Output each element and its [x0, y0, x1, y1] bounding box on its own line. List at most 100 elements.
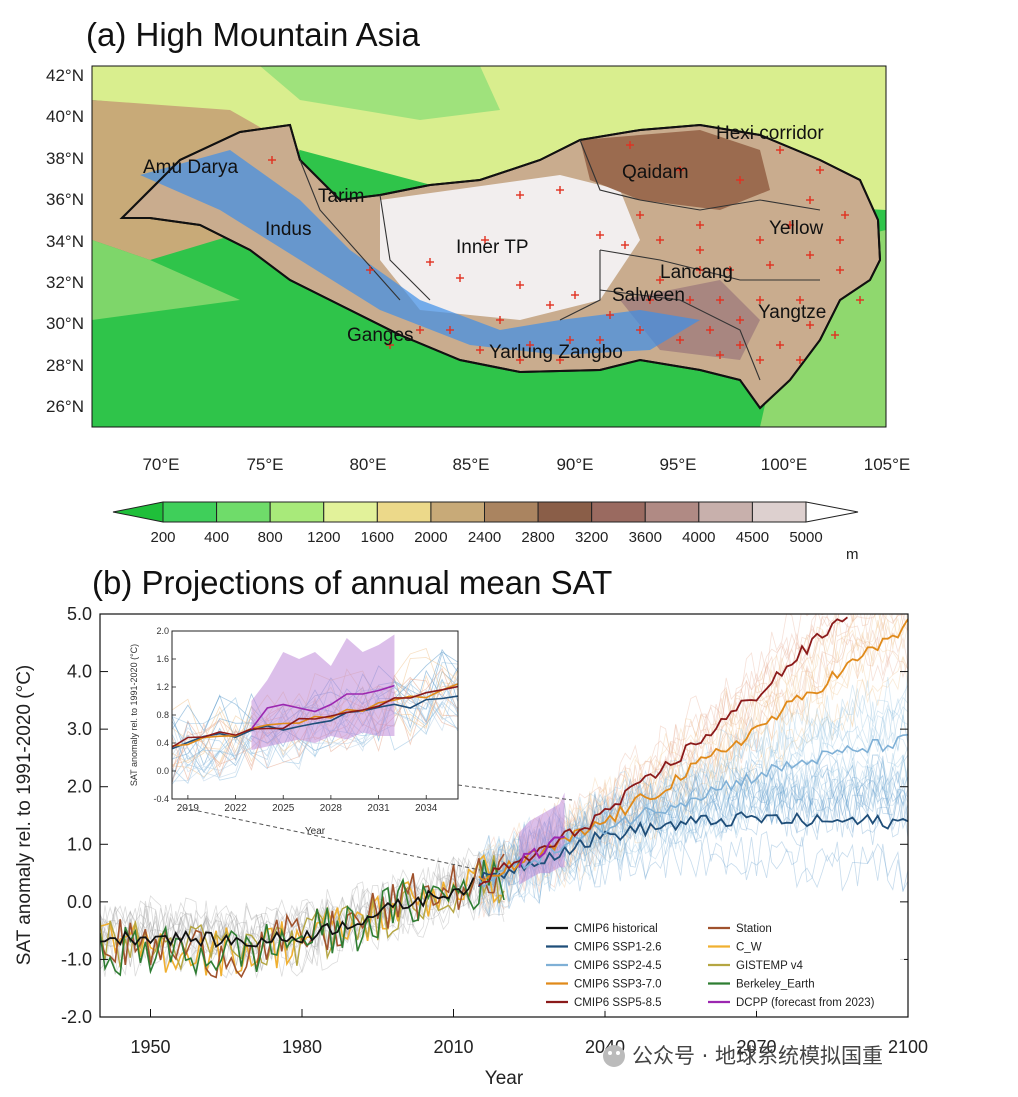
- inset-chart: -0.4 0.0 0.4 0.8 1.2 1.6 2.0 2019 2022 2025 2028 20…: [129, 626, 459, 837]
- inset-axes: -0.4 0.0 0.4 0.8 1.2 1.6 2.0 2019 2022 2025 2028 20…: [153, 626, 437, 814]
- ensemble-member: [100, 859, 505, 963]
- lon-tick: 75°E: [246, 455, 283, 474]
- zoom-line-right: [457, 784, 573, 801]
- colorbar-segment: [591, 501, 646, 523]
- lat-tick: 28°N: [46, 356, 84, 375]
- colorbar-label: 200: [150, 529, 175, 546]
- inset-x-tick: 2022: [224, 803, 247, 814]
- inset-x-tick: 2028: [320, 803, 343, 814]
- region-inner-tp: Inner TP: [456, 237, 529, 258]
- legend-label: DCPP (forecast from 2023): [736, 997, 875, 1009]
- main-y-tick: 4.0: [67, 662, 92, 682]
- lat-tick: 36°N: [46, 190, 84, 209]
- inset-series-line: [172, 695, 458, 750]
- region-indus: Indus: [265, 219, 311, 240]
- main-y-tick: 3.0: [67, 719, 92, 739]
- series-line: [478, 618, 908, 883]
- colorbar-segment: [376, 501, 432, 523]
- inset-y-tick: 1.2: [156, 682, 169, 692]
- colorbar-segment: [216, 501, 271, 523]
- lat-tick: 34°N: [46, 232, 84, 251]
- colorbar-label: 1200: [307, 529, 340, 546]
- legend: CMIP6 historical CMIP6 SSP1-2.6 CMIP6 SSP2…: [540, 915, 904, 1011]
- inset-y-tick: 2.0: [156, 626, 169, 636]
- series-line: [478, 616, 848, 887]
- main-plot-area: [100, 614, 908, 979]
- region-ganges: Ganges: [347, 325, 414, 346]
- legend-label: CMIP6 SSP1-2.6: [574, 942, 662, 954]
- legend-label: CMIP6 historical: [574, 923, 658, 935]
- colorbar-segment: [698, 501, 753, 523]
- lon-tick: 100°E: [761, 455, 808, 474]
- inset-y-label: SAT anomaly rel. to 1991-2020 (°C): [129, 644, 139, 786]
- main-y-tick: 5.0: [67, 604, 92, 624]
- colorbar-segment: [269, 501, 325, 523]
- inset-y-tick: 0.0: [156, 766, 169, 776]
- map-basin: [260, 66, 500, 120]
- ensemble-member: [100, 866, 505, 967]
- legend-label: Berkeley_Earth: [736, 979, 815, 991]
- ensemble-member: [478, 829, 908, 917]
- colorbar-segment: [751, 501, 807, 523]
- lat-tick: 42°N: [46, 66, 84, 85]
- legend-label: CMIP6 SSP3-7.0: [574, 979, 662, 991]
- inset-x-tick: 2025: [272, 803, 295, 814]
- series-line: [477, 811, 908, 888]
- colorbar-segment: [484, 501, 539, 523]
- main-y-tick: 0.0: [67, 892, 92, 912]
- colorbar-segment: [162, 501, 218, 523]
- longitude-axis: 70°E 75°E 80°E 85°E 90°E 95°E 100°E 105°…: [142, 455, 910, 474]
- colorbar-segment: [430, 501, 485, 523]
- main-y-tick: 2.0: [67, 777, 92, 797]
- lat-tick: 26°N: [46, 397, 84, 416]
- lon-tick: 95°E: [659, 455, 696, 474]
- inset-x-tick: 2034: [415, 803, 438, 814]
- glacier-band: [140, 150, 700, 355]
- main-x-tick: 1950: [130, 1037, 170, 1057]
- colorbar-left-arrow: [112, 501, 164, 523]
- ensemble-member: [100, 877, 505, 979]
- colorbar-label: 5000: [789, 529, 822, 546]
- lon-tick: 70°E: [142, 455, 179, 474]
- colorbar-label: 2800: [521, 529, 554, 546]
- series-line: [478, 734, 908, 889]
- colorbar-unit: m: [846, 546, 859, 563]
- main-y-tick: -1.0: [61, 949, 92, 969]
- colorbar-label: 2000: [414, 529, 447, 546]
- colorbar-label: 1600: [361, 529, 394, 546]
- inset-series-line: [250, 684, 395, 730]
- series-line: [518, 835, 565, 869]
- inset-y-tick: 0.8: [156, 710, 169, 720]
- colorbar-label: 800: [258, 529, 283, 546]
- ensemble-member: [478, 752, 908, 916]
- lon-tick: 80°E: [349, 455, 386, 474]
- main-y-tick: -2.0: [61, 1007, 92, 1027]
- region-amu-darya: Amu Darya: [143, 157, 238, 178]
- inner-tp-high: [380, 175, 640, 320]
- station-markers: [268, 141, 864, 364]
- colorbar-label: 3200: [575, 529, 608, 546]
- lat-tick: 38°N: [46, 149, 84, 168]
- region-lancang: Lancang: [660, 262, 733, 283]
- legend-label: GISTEMP v4: [736, 960, 803, 972]
- inset-ensemble-member: [172, 675, 458, 773]
- main-x-label: Year: [485, 1068, 524, 1089]
- panel-b-title: (b) Projections of annual mean SAT: [92, 564, 612, 601]
- region-tarim: Tarim: [318, 186, 364, 207]
- main-x-tick: 2070: [736, 1037, 776, 1057]
- wechat-icon: [603, 1045, 625, 1067]
- ensemble-member: [478, 633, 908, 919]
- map-indus-plain: [92, 240, 240, 320]
- lat-tick: 40°N: [46, 107, 84, 126]
- colorbar: 200 400 800 1200 1600 2000 2400 2800 3200 3600 400…: [112, 501, 859, 546]
- colorbar-label: 3600: [629, 529, 662, 546]
- map-frame: [91, 65, 887, 428]
- panel-a-title: (a) High Mountain Asia: [86, 16, 420, 53]
- colorbar-label: 2400: [468, 529, 501, 546]
- watermark: 公众号 · 地球系统模拟国重: [603, 1044, 883, 1068]
- colorbar-segment: [644, 501, 700, 523]
- dcpp-spread-band: [519, 792, 565, 885]
- series-line: [100, 877, 475, 949]
- ensemble-member: [478, 754, 908, 915]
